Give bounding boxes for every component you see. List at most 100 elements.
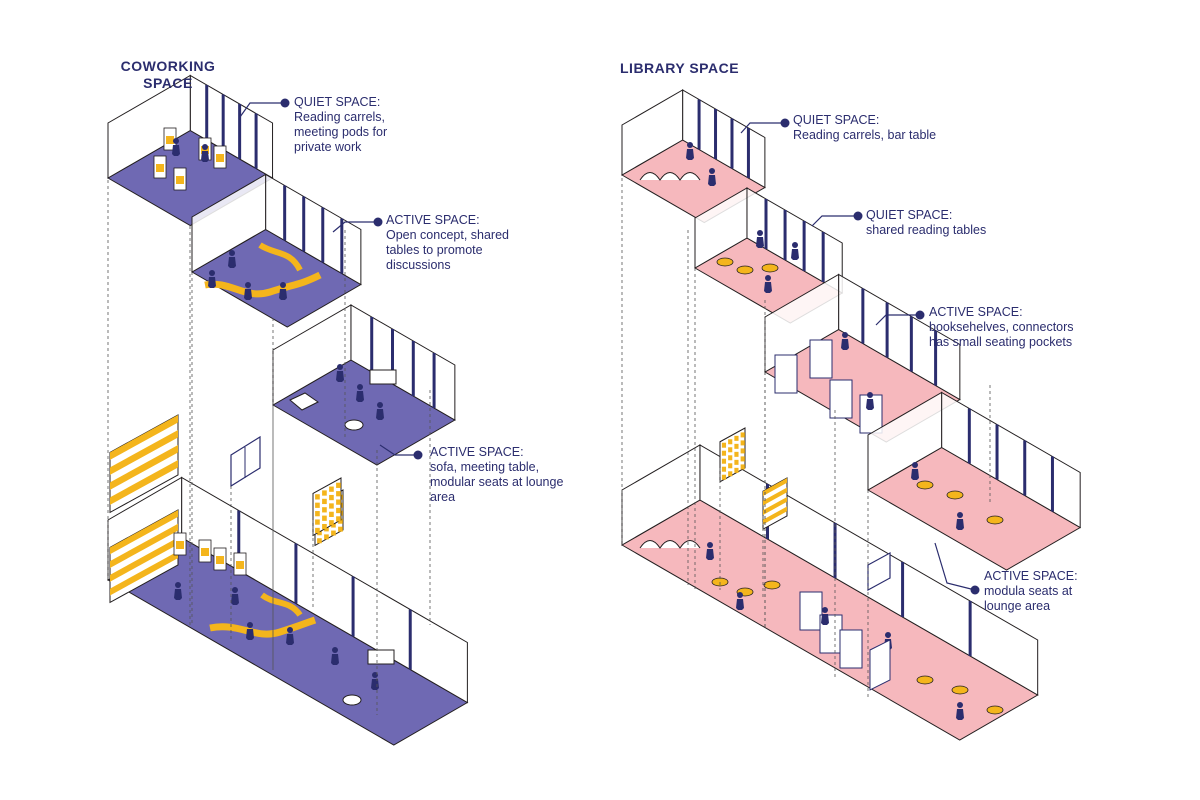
- pod-panel: [201, 548, 209, 556]
- floating-bookshelf-book: [728, 447, 733, 453]
- library-label-active-shelves: ACTIVE SPACE: booksehelves, connectors ha…: [929, 305, 1074, 350]
- leader-line: [811, 215, 858, 227]
- coworking-label-quiet: QUIET SPACE: Reading carrels, meeting pod…: [294, 95, 387, 155]
- reading-table: [716, 257, 734, 267]
- reading-table: [763, 580, 781, 590]
- floating-bookshelf-book: [336, 499, 341, 505]
- pod-panel: [166, 136, 174, 144]
- person-head: [175, 582, 181, 588]
- leader-dot: [970, 585, 980, 595]
- person-body: [336, 371, 344, 382]
- leader-dot: [780, 118, 790, 128]
- floating-bookshelf-book: [740, 464, 745, 470]
- person-head: [377, 402, 383, 408]
- leader-dot: [853, 211, 863, 221]
- leader-dot: [280, 98, 290, 108]
- person-head: [792, 242, 798, 248]
- modular-seat: [986, 705, 1004, 715]
- label-description: booksehelves, connectors has small seatin…: [929, 320, 1074, 349]
- person-head: [280, 282, 286, 288]
- shared-table: [258, 242, 303, 272]
- floating-stripe-wall-stripe: [110, 415, 178, 460]
- floating-bookshelf-book: [734, 467, 739, 473]
- meeting-table: [342, 694, 362, 706]
- sofa: [367, 649, 395, 665]
- person-body: [756, 237, 764, 248]
- label-description: sofa, meeting table, modular seats at lou…: [430, 460, 564, 504]
- bookshelf: [799, 591, 823, 631]
- coworking-title-line1: COWORKING: [120, 58, 216, 74]
- leader-line: [332, 221, 378, 233]
- person-head: [765, 275, 771, 281]
- floating-bookshelf-book: [336, 491, 341, 497]
- reading-table: [761, 263, 779, 273]
- floating-bookshelf-book: [721, 474, 727, 480]
- person-body: [331, 654, 339, 665]
- person-body: [708, 175, 716, 186]
- person-body: [376, 409, 384, 420]
- coworking-title-line2: SPACE: [143, 75, 193, 91]
- label-heading: ACTIVE SPACE:: [386, 213, 480, 227]
- floating-bookshelf-book: [721, 458, 727, 464]
- person-head: [245, 282, 251, 288]
- library-label-quiet-tables: QUIET SPACE: shared reading tables: [866, 208, 986, 238]
- floating-bookshelf-book: [740, 456, 745, 462]
- glass-partition: [869, 639, 891, 691]
- person-body: [174, 589, 182, 600]
- floating-stripe-panel-stripe: [763, 506, 787, 525]
- leader-dot: [413, 450, 423, 460]
- person-body: [956, 709, 964, 720]
- person-body: [841, 339, 849, 350]
- combined-bookshelf-book: [317, 538, 322, 544]
- pod-panel: [156, 164, 164, 172]
- combined-stripe-wall-stripe: [110, 510, 178, 555]
- person-head: [337, 364, 343, 370]
- coworking-quiet-wall-left: [107, 74, 191, 179]
- person-body: [911, 469, 919, 480]
- floating-stripe-wall-stripe: [110, 430, 178, 475]
- label-heading: QUIET SPACE:: [793, 113, 880, 127]
- person-head: [232, 587, 238, 593]
- pod-panel: [176, 541, 184, 549]
- floating-stripe-panel-stripe: [763, 497, 787, 515]
- person-body: [821, 614, 829, 625]
- label-heading: ACTIVE SPACE:: [929, 305, 1023, 319]
- person-body: [866, 399, 874, 410]
- person-head: [842, 332, 848, 338]
- library-title: LIBRARY SPACE: [620, 60, 740, 76]
- sofa: [369, 369, 397, 385]
- modular-seat: [916, 480, 934, 490]
- leader-dot: [373, 217, 383, 227]
- leader-line: [934, 542, 976, 591]
- floating-bookshelf-book: [329, 511, 334, 517]
- diagram-drawing: [107, 74, 1082, 746]
- leader-line: [875, 314, 920, 326]
- floating-bookshelf-book: [734, 435, 739, 441]
- person-head: [867, 392, 873, 398]
- person-body: [791, 249, 799, 260]
- bookshelf: [809, 339, 833, 379]
- modular-seat: [916, 675, 934, 685]
- label-heading: ACTIVE SPACE:: [984, 569, 1078, 583]
- person-body: [228, 257, 236, 268]
- shared-table: [204, 271, 322, 298]
- label-description: Reading carrels, bar table: [793, 128, 937, 142]
- floating-bookshelf-book: [728, 471, 733, 477]
- shared-table: [209, 616, 317, 638]
- pod-panel: [176, 176, 184, 184]
- pod-panel: [216, 154, 224, 162]
- library-tables-wall-left: [694, 187, 748, 269]
- bookshelf: [774, 354, 798, 394]
- library-label-active-lounge: ACTIVE SPACE: modula seats at lounge area: [984, 569, 1078, 614]
- floating-bookshelf-book: [315, 527, 320, 534]
- library-label-quiet-carrels: QUIET SPACE: Reading carrels, bar table: [793, 113, 936, 143]
- floating-stripe-wall-stripe: [110, 460, 178, 505]
- person-head: [357, 384, 363, 390]
- floating-bookshelf-book: [728, 455, 733, 461]
- combined-bookshelf-book: [338, 526, 343, 532]
- person-body: [244, 289, 252, 300]
- floating-bookshelf-book: [329, 494, 334, 501]
- combined-stripe-wall-stripe: [110, 537, 178, 582]
- floating-stripe-panel-stripe: [763, 478, 787, 496]
